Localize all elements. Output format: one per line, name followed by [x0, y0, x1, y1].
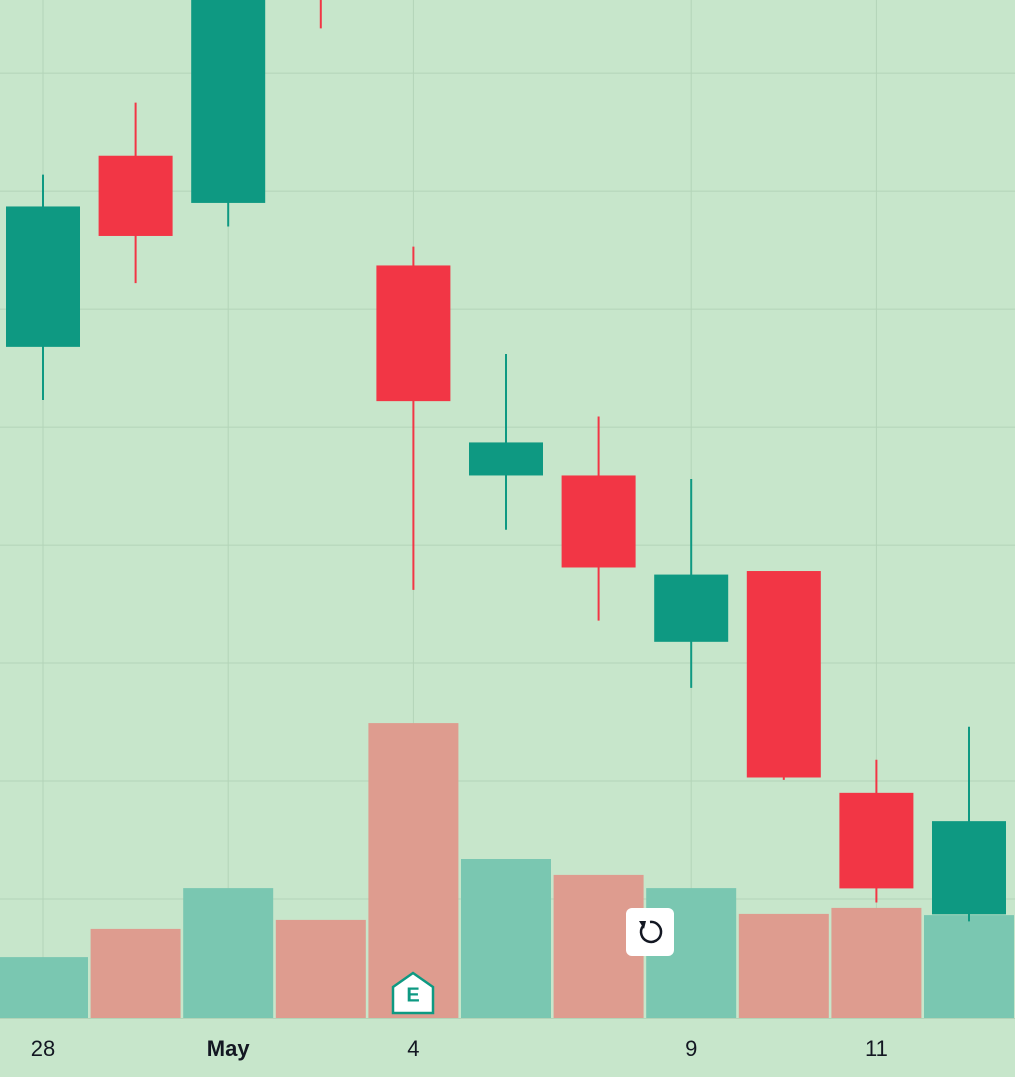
candle-body	[191, 0, 266, 203]
volume-bar	[738, 913, 829, 1018]
reset-button[interactable]	[626, 908, 674, 956]
candle-body	[469, 442, 543, 476]
x-tick-label: 4	[407, 1036, 419, 1061]
candle-body	[98, 155, 173, 236]
volume-bar	[831, 907, 922, 1018]
volume-bar	[90, 928, 181, 1018]
x-tick-label: 11	[865, 1036, 888, 1061]
x-tick-label: 28	[31, 1036, 55, 1061]
volume-bar	[461, 859, 551, 1018]
candle-body	[654, 574, 729, 642]
candle-body	[6, 206, 80, 347]
candle-body	[561, 475, 636, 568]
volume-bar	[368, 723, 459, 1018]
volume-bar	[0, 957, 88, 1018]
volume-bar	[183, 888, 274, 1018]
volume-bar	[275, 919, 366, 1018]
volume-bar	[924, 915, 1014, 1018]
candle-layer	[6, 0, 1006, 922]
candle-body	[932, 821, 1006, 915]
event-shape	[391, 971, 435, 1015]
reset-button-bg	[626, 908, 674, 956]
candle-body	[376, 265, 451, 402]
event-marker[interactable]: E	[391, 971, 435, 1015]
x-axis: 28 May 4 9 11	[31, 1036, 888, 1061]
volume-layer	[0, 723, 1014, 1018]
reset-icon	[639, 920, 663, 944]
candle-body	[746, 571, 821, 778]
reset-icon-arrow	[639, 921, 646, 929]
candle-body	[839, 792, 914, 889]
event-label: E	[406, 984, 419, 1006]
x-tick-label: 9	[685, 1036, 697, 1061]
x-tick-label: May	[207, 1036, 251, 1061]
